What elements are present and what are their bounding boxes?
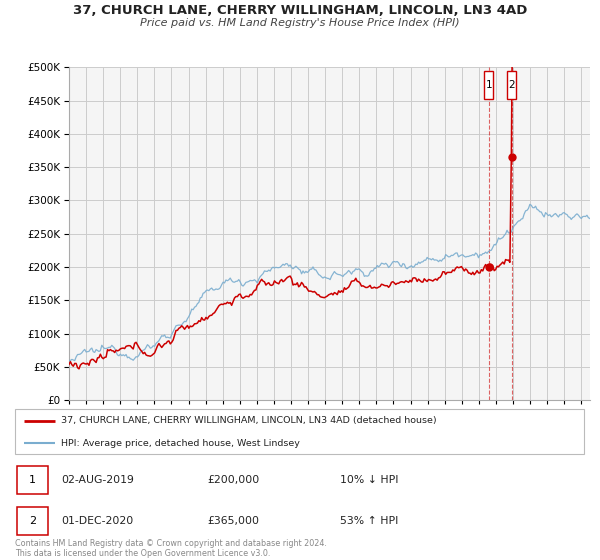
Text: £200,000: £200,000 — [208, 475, 260, 484]
Text: 53% ↑ HPI: 53% ↑ HPI — [340, 516, 398, 526]
Bar — [507, 71, 516, 99]
Text: 02-AUG-2019: 02-AUG-2019 — [61, 475, 134, 484]
FancyBboxPatch shape — [17, 466, 48, 493]
Text: 01-DEC-2020: 01-DEC-2020 — [61, 516, 133, 526]
Text: 1: 1 — [29, 475, 36, 484]
Text: 37, CHURCH LANE, CHERRY WILLINGHAM, LINCOLN, LN3 4AD (detached house): 37, CHURCH LANE, CHERRY WILLINGHAM, LINC… — [61, 417, 437, 426]
Bar — [484, 71, 493, 99]
Text: Contains HM Land Registry data © Crown copyright and database right 2024.: Contains HM Land Registry data © Crown c… — [15, 539, 327, 548]
FancyBboxPatch shape — [15, 409, 584, 454]
Text: 2: 2 — [29, 516, 36, 526]
Text: Price paid vs. HM Land Registry's House Price Index (HPI): Price paid vs. HM Land Registry's House … — [140, 18, 460, 28]
Text: This data is licensed under the Open Government Licence v3.0.: This data is licensed under the Open Gov… — [15, 549, 271, 558]
Text: 2: 2 — [508, 80, 515, 90]
Text: 10% ↓ HPI: 10% ↓ HPI — [340, 475, 399, 484]
Text: 1: 1 — [485, 80, 492, 90]
Text: 37, CHURCH LANE, CHERRY WILLINGHAM, LINCOLN, LN3 4AD: 37, CHURCH LANE, CHERRY WILLINGHAM, LINC… — [73, 4, 527, 17]
FancyBboxPatch shape — [17, 507, 48, 534]
Text: HPI: Average price, detached house, West Lindsey: HPI: Average price, detached house, West… — [61, 438, 300, 447]
Text: £365,000: £365,000 — [208, 516, 260, 526]
